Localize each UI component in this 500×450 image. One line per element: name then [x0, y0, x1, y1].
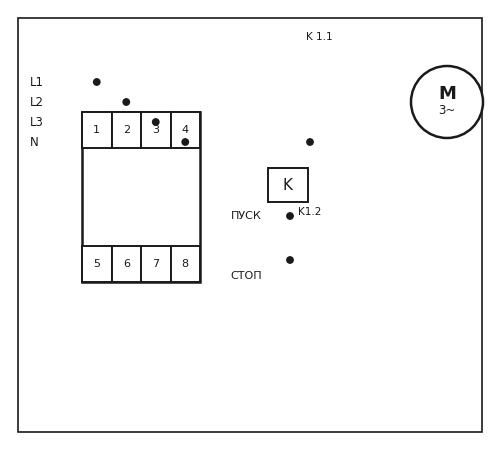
Text: СТОП: СТОП — [230, 271, 262, 281]
Bar — [141, 112, 171, 148]
Text: 3~: 3~ — [438, 104, 456, 117]
Bar — [82, 246, 112, 282]
Bar — [141, 246, 171, 282]
Bar — [170, 246, 200, 282]
Bar — [82, 112, 200, 282]
Bar — [268, 168, 308, 202]
Text: L3: L3 — [30, 116, 44, 129]
Circle shape — [287, 257, 293, 263]
Circle shape — [182, 139, 188, 145]
Text: K1.2: K1.2 — [298, 207, 322, 217]
Text: 7: 7 — [152, 259, 160, 269]
Text: ПУСК: ПУСК — [231, 211, 262, 221]
Text: 8: 8 — [182, 259, 189, 269]
Text: N: N — [30, 135, 39, 148]
Text: K: K — [283, 177, 293, 193]
Text: 1: 1 — [93, 125, 100, 135]
Text: L1: L1 — [30, 76, 44, 89]
Bar — [112, 112, 141, 148]
Circle shape — [411, 66, 483, 138]
Circle shape — [152, 119, 159, 125]
Text: 2: 2 — [122, 125, 130, 135]
Text: M: M — [438, 85, 456, 103]
Text: 6: 6 — [123, 259, 130, 269]
Circle shape — [307, 139, 313, 145]
Text: 3: 3 — [152, 125, 159, 135]
Bar — [82, 112, 112, 148]
Circle shape — [123, 99, 130, 105]
Bar — [112, 246, 141, 282]
Text: 4: 4 — [182, 125, 189, 135]
Text: L2: L2 — [30, 95, 44, 108]
Bar — [170, 112, 200, 148]
Text: K 1.1: K 1.1 — [306, 32, 332, 42]
Text: 5: 5 — [93, 259, 100, 269]
Circle shape — [287, 213, 293, 219]
Circle shape — [94, 79, 100, 85]
